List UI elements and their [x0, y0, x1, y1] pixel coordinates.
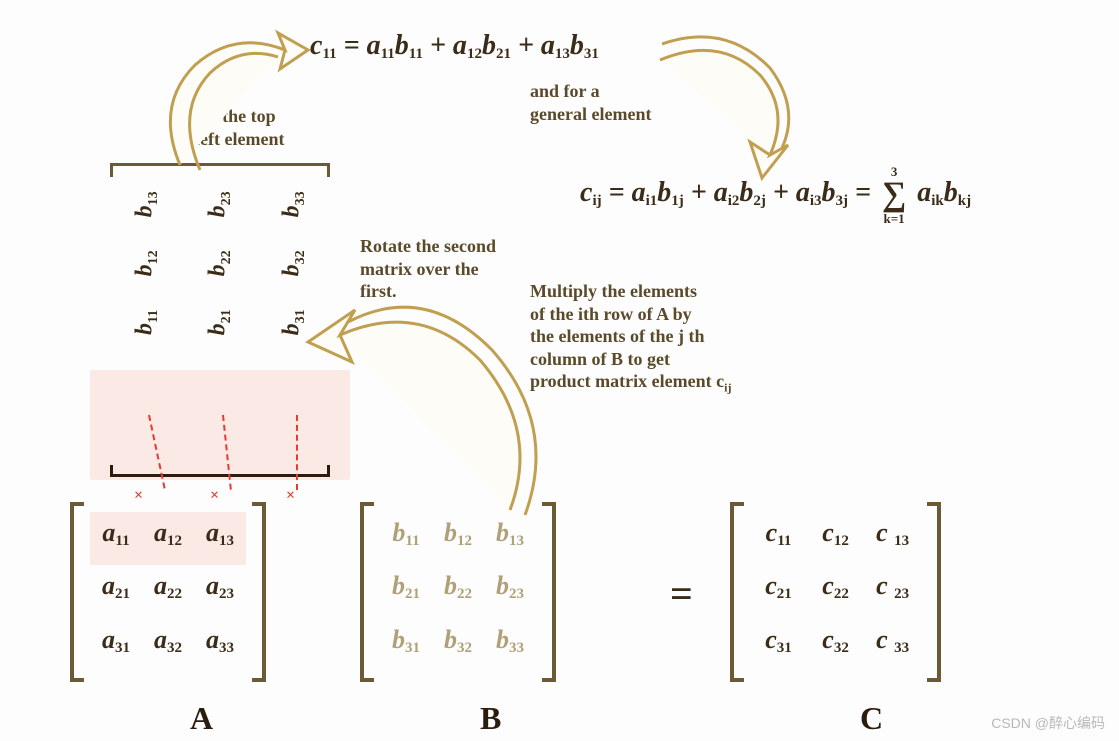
rotated-b-matrix: b13 b23 b33 b12 b22 b32 b11 b21 b31 × × … [110, 175, 330, 351]
cell: c11 [750, 512, 807, 565]
arrow-rotate [300, 280, 560, 540]
cell: c 13 [864, 512, 921, 565]
rot-cell: b21 [191, 285, 250, 358]
cell: a33 [194, 619, 246, 672]
cell: b21 [380, 565, 432, 618]
cell: a11 [90, 512, 142, 565]
cell: b32 [432, 619, 484, 672]
watermark: CSDN @醉心编码 [991, 713, 1105, 733]
cell: a32 [142, 619, 194, 672]
arrow-to-c11 [140, 25, 310, 175]
cell: b22 [432, 565, 484, 618]
cell: a13 [194, 512, 246, 565]
annot-multiply: Multiply the elementsof the ith row of A… [530, 280, 731, 396]
matrix-c-grid: c11 c12 c 13 c21 c22 c 23 c31 c32 c 33 [744, 502, 927, 682]
cell: a12 [142, 512, 194, 565]
bracket [252, 502, 266, 682]
formula-c11: c11 = a11b11 + a12b21 + a13b31 [310, 30, 599, 63]
cell: a31 [90, 619, 142, 672]
cell: c12 [807, 512, 864, 565]
bracket [70, 502, 84, 682]
cell: b31 [380, 619, 432, 672]
matrix-a-grid: a11 a12 a13 a21 a22 a23 a31 a32 a33 [84, 502, 252, 682]
cell: c 33 [864, 619, 921, 672]
cell: c32 [807, 619, 864, 672]
equals-sign: = [670, 570, 693, 617]
cell: a21 [90, 565, 142, 618]
bracket [927, 502, 941, 682]
cell: b23 [484, 565, 536, 618]
matrix-c: c11 c12 c 13 c21 c22 c 23 c31 c32 c 33 [730, 502, 941, 682]
sigma-symbol: 3 ∑ k=1 [882, 165, 906, 225]
label-a: A [190, 700, 213, 737]
cell: c22 [807, 565, 864, 618]
cell: a22 [142, 565, 194, 618]
cell: b33 [484, 619, 536, 672]
arrow-to-cij [650, 30, 810, 170]
red-dash [296, 415, 298, 490]
cell: a23 [194, 565, 246, 618]
formula-cij: cij = ai1b1j + ai2b2j + ai3b3j = 3 ∑ k=1… [580, 165, 971, 225]
cell: c21 [750, 565, 807, 618]
cell: c 23 [864, 565, 921, 618]
rot-cell: b11 [117, 285, 176, 358]
cell: c31 [750, 619, 807, 672]
matrix-a: a11 a12 a13 a21 a22 a23 a31 a32 a33 [70, 502, 266, 682]
label-b: B [480, 700, 501, 737]
label-c: C [860, 700, 883, 737]
red-x-icon: × [286, 487, 295, 505]
bracket [730, 502, 744, 682]
annot-and-for: and for a general element [530, 80, 651, 125]
